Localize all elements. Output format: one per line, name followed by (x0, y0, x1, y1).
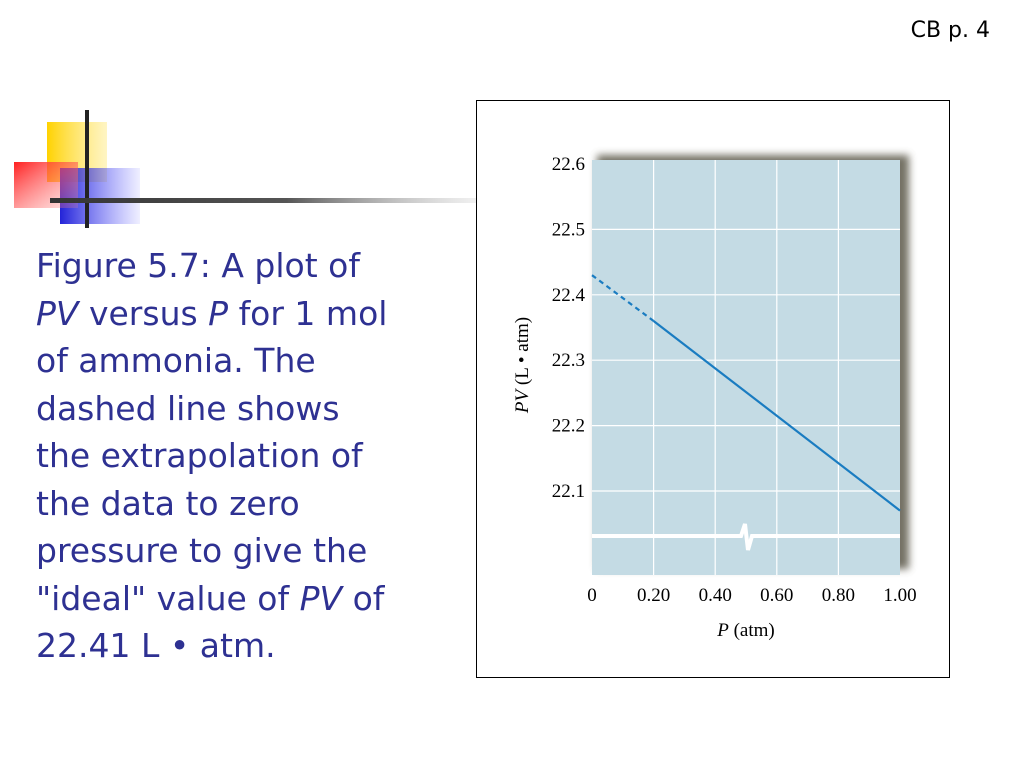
caption-line: the data to zero (36, 483, 300, 523)
caption-line: 22.41 L • atm. (36, 626, 276, 665)
page-reference: CB p. 4 (910, 18, 990, 43)
caption-text: of (342, 578, 385, 618)
caption-text: for 1 mol (228, 293, 388, 333)
x-tick-label: 0.20 (637, 585, 670, 606)
y-tick-label: 22.3 (552, 350, 585, 371)
caption-line: pressure to give the (36, 531, 368, 570)
y-tick-label: 22.4 (552, 285, 586, 306)
caption-line: "ideal" value of PV of (36, 575, 456, 623)
caption-line: dashed line shows (36, 388, 340, 428)
plot-area (592, 160, 900, 575)
caption-p: P (208, 293, 229, 333)
x-axis-title: P (atm) (716, 620, 775, 641)
caption-line: Figure 5.7: A plot of (36, 246, 360, 285)
y-tick-label: 22.5 (552, 219, 585, 240)
decorative-squares-logo (14, 110, 480, 228)
caption-line: PV versus P for 1 mol (36, 290, 456, 338)
x-axis-unit: (atm) (729, 620, 775, 641)
y-axis-title: PV (L • atm) (512, 317, 533, 414)
y-axis-unit: (L • atm) (512, 317, 533, 390)
data-solid-line (652, 320, 901, 512)
y-axis-var: PV (512, 387, 533, 414)
caption-line: the extrapolation of (36, 436, 363, 475)
caption-line: of ammonia. The (36, 341, 316, 380)
y-tick-label: 22.6 (552, 154, 585, 175)
x-tick-label: 0.80 (822, 585, 855, 606)
x-tick-label: 1.00 (883, 585, 916, 606)
caption-text: "ideal" value of (36, 578, 300, 618)
caption-pv: PV (36, 293, 79, 333)
x-tick-label: 0.60 (760, 585, 793, 606)
pv-vs-p-chart: 0 0.20 0.40 0.60 0.80 1.00 22.1 22.2 22.3 22.4 22.… (512, 154, 917, 641)
figure-caption: Figure 5.7: A plot of PV versus P for 1 … (36, 242, 456, 670)
caption-pv: PV (299, 578, 343, 618)
y-tick-label: 22.2 (552, 416, 585, 437)
caption-text: versus (78, 293, 209, 333)
extrapolation-dashed-line (591, 274, 655, 322)
x-tick-label: 0 (587, 585, 597, 606)
axis-break-line (592, 523, 900, 551)
figure-frame: 0 0.20 0.40 0.60 0.80 1.00 22.1 22.2 22.3 22.4 22.… (476, 100, 950, 678)
y-tick-label: 22.1 (552, 481, 585, 502)
x-axis-var: P (716, 620, 729, 641)
x-tick-label: 0.40 (699, 585, 732, 606)
